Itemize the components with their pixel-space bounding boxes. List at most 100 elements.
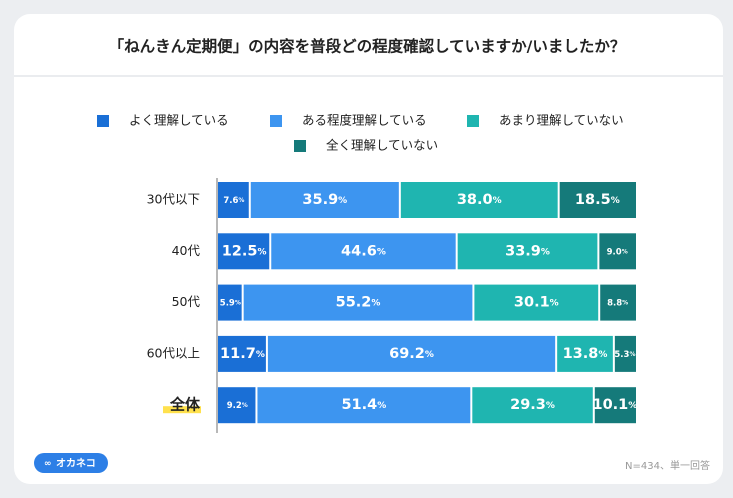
value-label: 7.6%: [223, 196, 244, 206]
value-number: 30.1: [514, 295, 550, 311]
note: N=434、単一回答: [625, 459, 710, 472]
category-label: 全体: [169, 396, 201, 414]
value-label: 55.2%: [336, 295, 381, 311]
bar-segment: [267, 335, 556, 372]
value-unit: %: [371, 298, 380, 308]
bar-segment: [271, 233, 456, 270]
value-unit: %: [622, 299, 628, 306]
value-number: 5.3: [614, 349, 629, 359]
value-label: 9.2%: [227, 401, 248, 411]
value-unit: %: [493, 196, 502, 206]
legend-swatch: [97, 115, 109, 127]
value-unit: %: [629, 350, 635, 357]
value-number: 8.8: [607, 298, 622, 308]
value-number: 44.6: [341, 243, 377, 259]
legend-label: あまり理解していない: [499, 113, 624, 128]
legend-label: よく理解している: [129, 113, 229, 128]
value-label: 69.2%: [389, 346, 434, 362]
value-label: 11.7%: [220, 346, 265, 362]
legend-swatch: [270, 115, 282, 127]
value-unit: %: [377, 401, 386, 411]
legend-swatch: [294, 140, 306, 152]
value-label: 38.0%: [457, 192, 502, 208]
value-number: 35.9: [302, 192, 338, 208]
value-unit: %: [622, 248, 628, 255]
value-label: 5.3%: [614, 349, 635, 359]
legend-label: ある程度理解している: [302, 113, 427, 128]
value-number: 9.2: [227, 401, 242, 411]
value-number: 69.2: [389, 346, 425, 362]
value-number: 38.0: [457, 192, 493, 208]
logo-icon: ∞: [44, 459, 52, 469]
bar-segment: [559, 182, 636, 218]
bar-segment: [218, 284, 242, 321]
value-number: 7.6: [223, 196, 238, 206]
value-label: 18.5%: [575, 192, 620, 208]
value-unit: %: [338, 196, 347, 206]
value-number: 51.4: [341, 397, 377, 413]
bar-segment: [400, 182, 558, 218]
value-label: 44.6%: [341, 243, 386, 259]
value-number: 29.3: [510, 397, 546, 413]
bar-segment: [557, 335, 613, 372]
logo-text: オカネコ: [56, 458, 96, 470]
category-label: 30代以下: [147, 192, 200, 207]
value-unit: %: [611, 196, 620, 206]
category-label: 60代以上: [147, 345, 200, 360]
value-number: 13.8: [563, 346, 599, 362]
logo-badge: [34, 453, 108, 473]
value-label: 13.8%: [563, 346, 608, 362]
value-number: 33.9: [505, 243, 541, 259]
value-unit: %: [598, 349, 607, 359]
value-unit: %: [550, 298, 559, 308]
bar-segment: [614, 335, 636, 372]
value-label: 30.1%: [514, 295, 559, 311]
bar-segment: [250, 182, 399, 218]
bar-segment: [218, 233, 270, 270]
value-unit: %: [242, 402, 248, 409]
bar-segment: [218, 335, 266, 372]
value-unit: %: [377, 247, 386, 257]
legend-swatch: [467, 115, 479, 127]
value-label: 51.4%: [341, 397, 386, 413]
value-number: 9.0: [607, 247, 622, 257]
value-number: 10.1: [592, 397, 628, 413]
bar-segment: [218, 182, 249, 218]
value-number: 11.7: [220, 346, 256, 362]
bar-segment: [243, 284, 473, 321]
value-unit: %: [256, 349, 265, 359]
bar-segment: [594, 387, 636, 424]
bar-segment: [600, 284, 636, 321]
value-label: 35.9%: [302, 192, 347, 208]
bar-segment: [218, 387, 256, 424]
bar-segment: [472, 387, 593, 424]
value-unit: %: [628, 401, 637, 411]
category-label: 50代: [172, 294, 201, 309]
value-number: 5.9: [220, 298, 235, 308]
bar-segment: [257, 387, 471, 424]
bar-segment: [599, 233, 636, 270]
category-highlight: [163, 406, 201, 414]
value-label: 33.9%: [505, 243, 550, 259]
value-unit: %: [258, 247, 267, 257]
bar-segment: [457, 233, 598, 270]
category-label: 40代: [172, 243, 201, 258]
value-label: 8.8%: [607, 298, 628, 308]
value-label: 12.5%: [222, 243, 267, 259]
value-unit: %: [546, 401, 555, 411]
value-unit: %: [541, 247, 550, 257]
value-unit: %: [425, 349, 434, 359]
value-label: 10.1%: [592, 397, 637, 413]
value-number: 55.2: [336, 295, 372, 311]
value-number: 18.5: [575, 192, 611, 208]
value-label: 9.0%: [607, 247, 628, 257]
value-unit: %: [238, 197, 244, 204]
value-unit: %: [235, 299, 241, 306]
value-number: 12.5: [222, 243, 258, 259]
legend-label: 全く理解していない: [326, 138, 438, 153]
value-label: 29.3%: [510, 397, 555, 413]
bar-segment: [474, 284, 599, 321]
value-label: 5.9%: [220, 298, 241, 308]
